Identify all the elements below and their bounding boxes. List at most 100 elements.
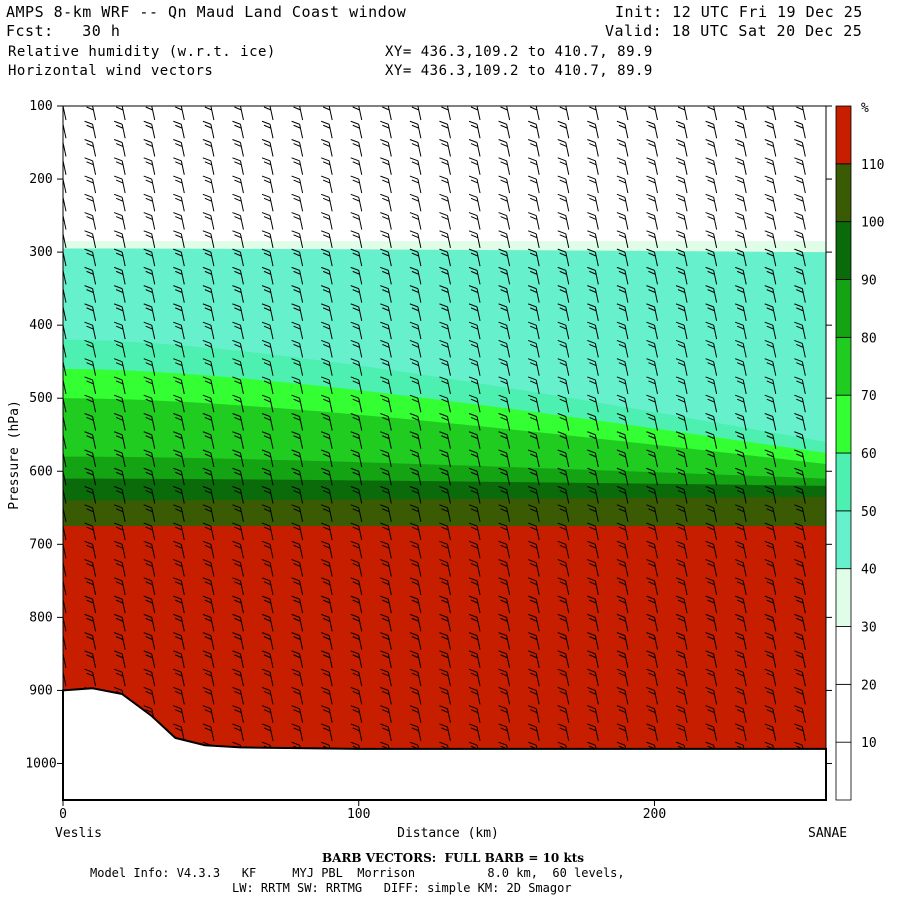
wind-barb (498, 613, 511, 632)
wind-barb (143, 613, 156, 632)
y-tick-label: 300 (29, 245, 52, 260)
wind-barb (291, 303, 304, 321)
wind-barb (439, 358, 451, 376)
y-axis: 100 200 300 400 500 600 700 800 900 1000 (25, 99, 832, 771)
wind-barb (380, 175, 392, 194)
wind-barb (409, 650, 422, 668)
wind-barb (380, 723, 392, 742)
wind-barb (587, 413, 599, 431)
wind-barb (616, 668, 629, 687)
wind-barb (232, 193, 244, 212)
wind-barb (616, 339, 629, 358)
wind-barb (468, 540, 481, 559)
wind-barb (528, 431, 540, 449)
wind-barb (675, 285, 688, 303)
wind-barb (587, 394, 599, 413)
wind-barb (291, 431, 304, 449)
wind-barb (498, 632, 511, 650)
wind-barb (261, 467, 274, 486)
wind-barb (616, 467, 629, 486)
wind-barb (261, 394, 274, 413)
wind-barb (616, 321, 629, 340)
wind-barb (498, 577, 511, 595)
wind-barb (113, 559, 126, 577)
wind-barb (202, 230, 215, 248)
wind-barb (261, 266, 274, 285)
x-axis: 0 100 200 (59, 800, 666, 822)
wind-barb (380, 230, 392, 248)
wind-barb (202, 449, 215, 468)
wind-barb (350, 266, 363, 285)
wind-barb (84, 632, 97, 650)
wind-barb (380, 650, 392, 668)
wind-barb (528, 358, 540, 376)
wind-barb (84, 540, 97, 559)
wind-barb (528, 686, 540, 705)
wind-barb (439, 394, 451, 413)
wind-barb (705, 339, 718, 358)
wind-barb (350, 486, 363, 504)
y-tick-label: 400 (29, 318, 52, 333)
wind-barb (468, 595, 481, 614)
wind-barb (113, 248, 126, 267)
wind-barb (794, 358, 806, 376)
header-fcst: Fcst: 30 h (6, 22, 121, 40)
wind-barb (291, 650, 304, 668)
wind-barb (113, 449, 126, 468)
wind-barb (616, 139, 629, 157)
wind-barb (557, 248, 570, 267)
wind-barb (350, 467, 363, 486)
wind-barb (528, 632, 540, 650)
wind-barb (202, 540, 215, 559)
wind-barb (439, 559, 451, 577)
wind-barb (764, 650, 777, 668)
wind-barb (350, 193, 363, 212)
wind-barb (320, 613, 333, 632)
wind-barb (616, 230, 629, 248)
wind-barb (202, 120, 215, 139)
colorbar-segment (835, 105, 852, 165)
wind-barb (616, 540, 629, 559)
wind-barb (380, 157, 392, 175)
wind-barb (145, 106, 156, 121)
wind-barb (232, 540, 244, 559)
wind-barb (616, 486, 629, 504)
wind-barb (143, 175, 156, 194)
wind-barb (735, 376, 747, 395)
wind-barb (202, 486, 215, 504)
colorbar-segment (835, 741, 852, 801)
wind-barb (764, 193, 777, 212)
wind-barb (468, 157, 481, 175)
wind-barb (439, 522, 451, 541)
wind-barb (646, 303, 658, 321)
wind-barb (646, 376, 658, 395)
wind-barb (705, 358, 718, 376)
wind-barb (557, 193, 570, 212)
wind-barb (498, 339, 511, 358)
wind-barb (202, 413, 215, 431)
colorbar-segment (835, 510, 852, 570)
wind-barb (350, 577, 363, 595)
wind-barb (409, 705, 422, 723)
wind-barb (350, 394, 363, 413)
header-xy-2: XY= 436.3,109.2 to 410.7, 89.9 (385, 63, 653, 79)
wind-barb (557, 394, 570, 413)
wind-barb (468, 212, 481, 230)
wind-barb (84, 449, 97, 468)
y-tick-label: 100 (29, 99, 52, 114)
wind-barb (764, 358, 777, 376)
wind-barb (350, 285, 363, 303)
wind-barb (587, 157, 599, 175)
wind-barb (705, 303, 718, 321)
wind-barb (528, 413, 540, 431)
wind-barb (173, 230, 185, 248)
wind-barb (675, 358, 688, 376)
y-tick-label: 200 (29, 172, 52, 187)
wind-barb (616, 577, 629, 595)
wind-barb (409, 723, 422, 742)
wind-barb (202, 266, 215, 285)
wind-barb (143, 266, 156, 285)
wind-barb (587, 230, 599, 248)
wind-barb (528, 540, 540, 559)
wind-barb (84, 413, 97, 431)
